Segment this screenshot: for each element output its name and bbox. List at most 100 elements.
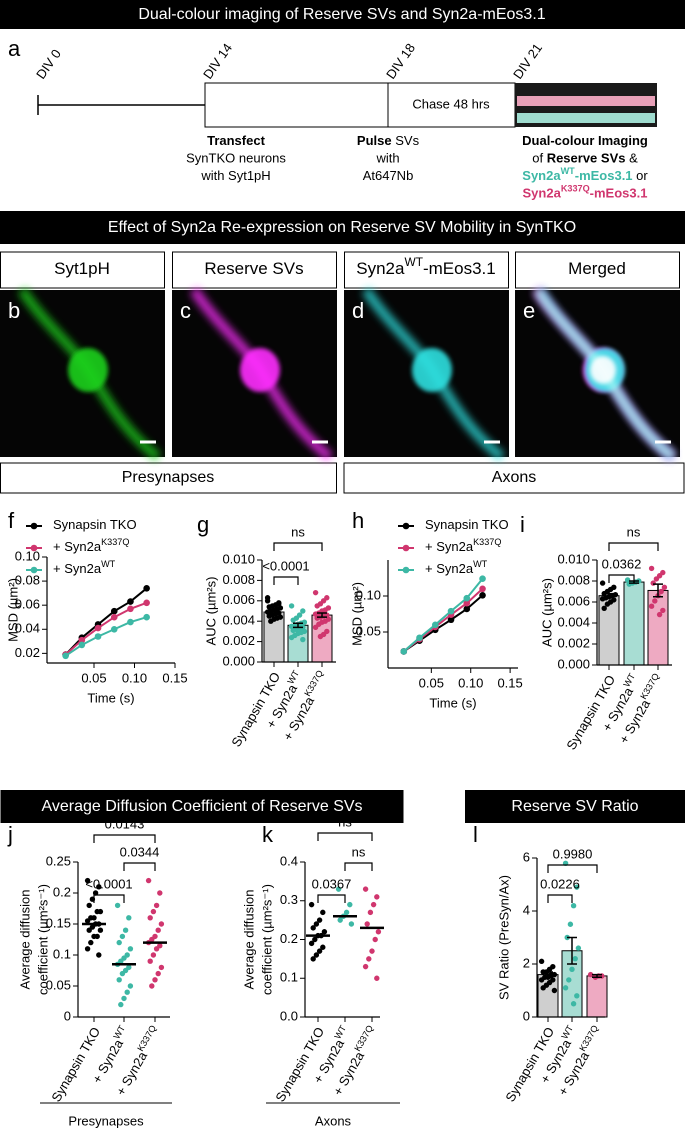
data-point: [624, 577, 631, 583]
data-point: [364, 921, 370, 927]
text-segment: -mEos3.1: [575, 168, 633, 183]
text-segment: K337Q: [303, 669, 326, 699]
data-point: [308, 940, 315, 947]
data-point: [335, 886, 342, 892]
data-point: [572, 956, 578, 962]
data-point: [661, 584, 668, 590]
data-point: [96, 884, 102, 890]
step-text: Dual-colour Imaging: [522, 133, 648, 148]
data-point: [370, 901, 377, 908]
data-point: [127, 946, 134, 952]
text-segment: Dual-colour Imaging: [522, 133, 648, 148]
y-tick-label: 0.2: [53, 884, 71, 899]
data-point: [310, 956, 316, 962]
bar: [623, 581, 645, 666]
y-tick-label: 0.10: [356, 587, 381, 602]
text-segment: K337Q: [473, 537, 501, 547]
y-tick-label: 0.006: [557, 593, 590, 608]
data-point: [656, 611, 663, 618]
text-segment: WT: [286, 668, 302, 686]
text-segment: At647Nb: [363, 168, 414, 183]
error-bar: [653, 583, 663, 598]
section-bar: [0, 211, 685, 244]
panel-letter: i: [520, 512, 525, 537]
data-point: [538, 958, 545, 965]
data-point: [538, 977, 545, 983]
text-segment: with Syt1pH: [200, 168, 270, 183]
step-text: with: [375, 151, 399, 166]
series-point: [110, 613, 118, 621]
legend-label: + Syn2aWT: [53, 559, 116, 576]
data-point: [147, 915, 153, 921]
x-tick-label: 0.05: [419, 675, 444, 690]
text-segment: WT: [622, 671, 638, 689]
p-value: ns: [352, 844, 366, 859]
legend-marker: [30, 522, 38, 530]
day-label: DIV 14: [200, 41, 235, 82]
y-tick-label: 0.006: [222, 592, 255, 607]
y-axis-title: MSD (µm²): [5, 578, 20, 642]
y-tick-label: 0.1: [280, 970, 298, 985]
y-axis-title: Average diffusion: [241, 890, 256, 990]
series-point: [143, 599, 150, 607]
y-tick-label: 0.4: [280, 853, 298, 868]
y-tick-label: 0: [64, 1008, 71, 1023]
data-point: [317, 633, 324, 640]
y-axis-title: SV Ratio (PreSyn/Ax): [496, 875, 511, 1000]
data-point: [374, 975, 380, 981]
x-tick-label: 0.10: [458, 675, 483, 690]
data-point: [313, 921, 320, 927]
data-point: [118, 1001, 124, 1008]
series-point: [94, 633, 102, 640]
text-segment: + Syn2a: [425, 561, 474, 576]
chase-label: Chase 48 hrs: [412, 96, 490, 111]
step-text: Pulse SVs: [357, 133, 420, 148]
micrograph: d: [344, 287, 509, 461]
panel-letter: b: [8, 298, 20, 323]
text-segment: + Syn2a: [53, 561, 102, 576]
data-point: [150, 952, 157, 958]
data-point: [652, 598, 658, 604]
data-point: [604, 601, 611, 607]
header-title: Dual-colour imaging of Reserve SVs and S…: [138, 6, 545, 23]
p-value: ns: [291, 524, 305, 539]
section-bar: [0, 790, 404, 823]
data-point: [320, 944, 326, 950]
error-bar: [604, 592, 614, 599]
section-title: Reserve SV Ratio: [511, 798, 638, 815]
data-point: [119, 933, 126, 940]
title-box: [515, 251, 680, 289]
day-label: DIV 0: [33, 46, 64, 81]
p-value: ns: [627, 524, 641, 539]
legend-marker: [402, 544, 410, 552]
text-segment: Synapsin TKO: [53, 517, 137, 532]
step-text: At647Nb: [363, 168, 414, 183]
panel-letter: l: [473, 822, 478, 847]
text-segment: with: [375, 151, 399, 166]
data-point: [320, 909, 326, 916]
data-point: [150, 908, 157, 915]
step-text: Syn2aWT-mEos3.1 or: [522, 166, 648, 183]
y-tick-label: 2: [523, 955, 530, 970]
bracket: [547, 894, 573, 903]
series-line: [403, 578, 484, 653]
bracket: [273, 576, 299, 585]
error-bar: [317, 612, 327, 618]
text-segment: K337Q: [136, 1024, 159, 1054]
data-point: [290, 627, 296, 634]
region-label: Axons: [492, 469, 536, 486]
data-point: [122, 927, 129, 933]
data-point: [310, 925, 316, 931]
category-label: Synapsin TKO: [49, 1025, 104, 1105]
region-label: Presynapses: [122, 469, 215, 486]
data-point: [126, 915, 132, 921]
synapse: [240, 348, 280, 392]
data-point: [314, 615, 320, 621]
panel-letter: k: [262, 822, 274, 847]
data-point: [337, 917, 343, 923]
data-point: [367, 909, 374, 916]
data-point: [599, 596, 606, 602]
data-point: [313, 952, 320, 958]
y-tick-label: 0.3: [280, 892, 298, 907]
